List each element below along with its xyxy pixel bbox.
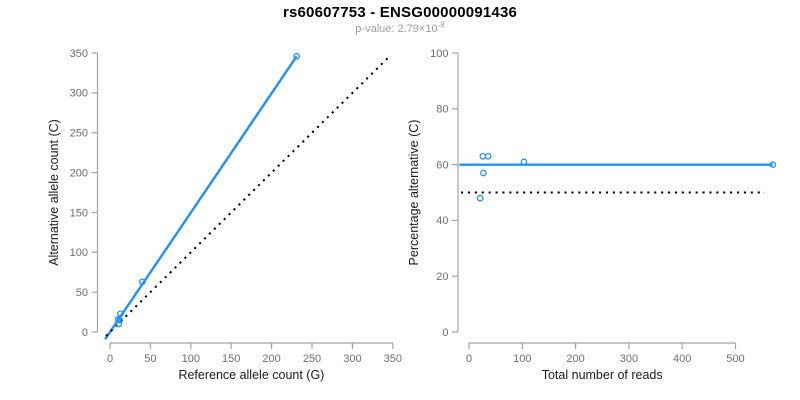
x-tick-label: 100 (513, 353, 531, 365)
data-point (479, 152, 487, 160)
x-tick-label: 500 (726, 353, 744, 365)
y-tick-label: 300 (70, 88, 88, 100)
y-tick-label: 150 (70, 207, 88, 219)
x-tick-label: 350 (384, 353, 402, 365)
y-tick-label: 250 (70, 128, 88, 140)
x-tick-label: 400 (673, 353, 691, 365)
y-tick-label: 0 (442, 327, 448, 339)
y-axis-title: Percentage alternative (C) (407, 120, 421, 266)
x-tick-label: 250 (303, 353, 321, 365)
figure-subtitle: p-value: 2.79×10-8 (0, 20, 800, 35)
data-point (520, 158, 528, 166)
y-tick-label: 60 (436, 159, 448, 171)
x-tick-label: 0 (107, 353, 113, 365)
data-point (117, 310, 124, 318)
y-tick-label: 350 (70, 48, 88, 60)
y-tick-label: 200 (70, 167, 88, 179)
data-point (114, 315, 122, 323)
figure-title: rs60607753 - ENSG00000091436 (282, 4, 518, 21)
pvalue-exponent: -8 (437, 20, 445, 30)
y-tick-label: 40 (436, 215, 448, 227)
data-point (293, 52, 300, 60)
x-axis-title: Total number of reads (542, 368, 663, 382)
x-axis-title: Reference allele count (G) (178, 368, 324, 382)
y-tick-label: 50 (76, 287, 88, 299)
y-tick-label: 0 (82, 327, 88, 339)
pvalue-text: p-value: 2.79×10 (355, 23, 438, 35)
data-point (138, 278, 146, 286)
x-tick-label: 300 (343, 353, 361, 365)
x-tick-label: 200 (566, 353, 584, 365)
identity-line (105, 56, 390, 337)
x-tick-label: 150 (222, 353, 240, 365)
x-tick-label: 200 (262, 353, 280, 365)
y-tick-label: 80 (436, 104, 448, 116)
x-tick-label: 50 (144, 353, 156, 365)
fitted-line (104, 55, 298, 340)
y-axis-title: Alternative allele count (C) (47, 119, 61, 266)
x-tick-label: 0 (466, 353, 472, 365)
y-tick-label: 100 (70, 247, 88, 259)
x-tick-label: 100 (182, 353, 200, 365)
data-point (769, 161, 777, 169)
data-point (476, 194, 484, 202)
data-point (484, 152, 492, 160)
data-point (480, 169, 487, 177)
y-tick-label: 20 (436, 271, 448, 283)
x-tick-label: 300 (620, 353, 638, 365)
y-tick-label: 100 (430, 48, 448, 60)
